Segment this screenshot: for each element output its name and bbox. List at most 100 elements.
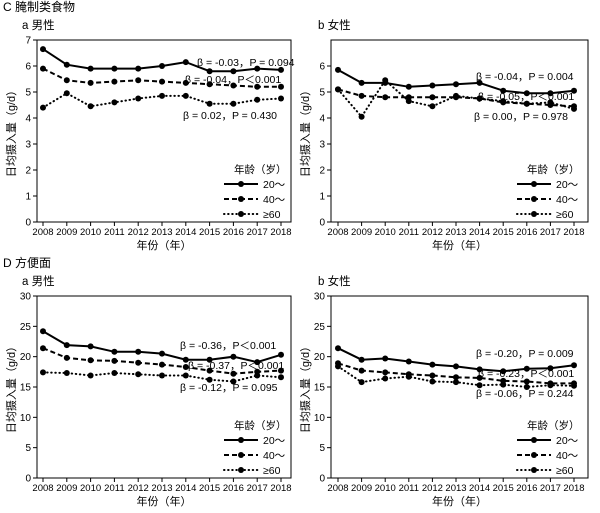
data-point	[382, 77, 389, 84]
series-age-20	[335, 345, 577, 375]
legend-label: 20～	[263, 435, 286, 447]
data-point	[476, 382, 483, 389]
x-tick-label: 2011	[399, 483, 419, 494]
y-tick-label: 20	[314, 352, 326, 363]
data-point	[159, 63, 165, 69]
data-point	[111, 357, 118, 364]
x-tick-label: 2018	[563, 483, 584, 494]
data-point	[135, 77, 142, 84]
y-axis-title: 日均摄入量（g/d）	[298, 85, 312, 177]
y-tick-label: 30	[314, 292, 326, 303]
data-point	[206, 100, 213, 107]
legend-marker	[238, 181, 244, 187]
data-point	[182, 79, 189, 86]
plot-frame	[330, 39, 589, 223]
section-label-instant-noodles: D 方便面	[3, 255, 51, 270]
data-point	[135, 65, 142, 72]
data-point	[111, 65, 118, 72]
x-tick-label: 2015	[493, 227, 514, 238]
legend-label: ≥60	[263, 465, 281, 477]
y-tick-label: 5	[319, 443, 325, 454]
legend-marker	[238, 467, 244, 473]
series-age-40	[40, 345, 284, 377]
regression-annotation: β = -0.03，P = 0.094	[197, 57, 295, 69]
data-point	[135, 359, 142, 366]
data-point	[453, 363, 459, 370]
data-point	[40, 65, 46, 72]
series-age-20	[335, 66, 577, 97]
data-point	[40, 104, 46, 111]
data-point	[230, 378, 237, 385]
x-tick-label: 2009	[56, 227, 77, 238]
y-axis-title: 日均摄入量（g/d）	[4, 85, 18, 177]
data-point	[405, 98, 412, 105]
x-tick-label: 2012	[422, 483, 443, 494]
data-point	[571, 105, 577, 112]
regression-annotation: β = -0.37，P＜0.001	[188, 360, 284, 372]
data-point	[278, 374, 284, 381]
data-point	[63, 77, 70, 84]
legend-label: ≥60	[556, 209, 574, 221]
x-tick-label: 2009	[351, 227, 372, 238]
series-age-40	[40, 65, 284, 90]
data-point	[40, 345, 46, 352]
x-axis-title: 年份（年）	[137, 494, 192, 508]
data-point	[547, 382, 554, 389]
data-point	[135, 95, 142, 102]
x-axis-title: 年份（年）	[432, 494, 487, 508]
data-point	[476, 79, 483, 86]
data-point	[476, 95, 483, 102]
data-point	[135, 371, 142, 378]
legend-marker	[531, 211, 537, 217]
y-axis-title: 日均摄入量（g/d）	[4, 341, 18, 433]
data-point	[429, 103, 436, 110]
data-point	[230, 100, 237, 107]
legend-title: 年龄（岁）	[234, 419, 287, 432]
regression-annotation: β = -0.04，P＜0.001	[185, 74, 281, 86]
data-point	[358, 92, 365, 99]
legend: 年龄（岁） 20～ 40～ ≥60	[223, 419, 287, 477]
data-point	[63, 90, 70, 97]
data-point	[382, 355, 389, 362]
data-point	[111, 370, 118, 376]
data-point	[87, 65, 94, 72]
legend-label: ≥60	[556, 465, 574, 477]
chart-panel-1: a 男性 0 1 2 3 4 5 6 7 2008 2009 2010 2011 2012 2013 2014…	[4, 18, 295, 252]
data-point	[571, 87, 577, 94]
regression-annotation: β = -0.12，P = 0.095	[180, 382, 278, 394]
legend: 年龄（岁） 20～ 40～ ≥60	[516, 419, 580, 477]
data-point	[453, 92, 459, 99]
section-label-pickled-food: C 腌制类食物	[3, 0, 75, 14]
y-tick-label: 30	[20, 292, 32, 303]
data-point	[278, 351, 284, 358]
data-point	[159, 372, 165, 379]
y-tick-label: 0	[25, 474, 31, 485]
x-tick-label: 2011	[399, 227, 419, 238]
data-point	[382, 94, 389, 101]
x-tick-label: 2013	[445, 483, 466, 494]
data-point	[523, 378, 530, 385]
data-point	[206, 68, 213, 75]
legend-marker	[238, 196, 244, 202]
y-tick-label: 0	[319, 474, 325, 485]
regression-annotation: β = -0.06，P = 0.244	[476, 388, 574, 400]
data-point	[206, 367, 213, 374]
y-tick-label: 6	[25, 62, 31, 73]
series-line	[337, 88, 575, 108]
data-point	[111, 99, 118, 106]
y-tick-label: 25	[314, 322, 326, 333]
y-tick-label: 15	[20, 383, 32, 394]
data-point	[453, 81, 459, 88]
legend-label: 40～	[556, 194, 579, 206]
x-tick-label: 2016	[223, 227, 244, 238]
data-point	[159, 361, 165, 368]
regression-annotation: β = -0.36，P＜0.001	[180, 340, 276, 352]
x-tick-label: 2016	[223, 483, 244, 494]
data-point	[405, 373, 412, 380]
x-tick-label: 2015	[199, 227, 220, 238]
data-point	[476, 374, 483, 381]
data-point	[358, 356, 365, 363]
